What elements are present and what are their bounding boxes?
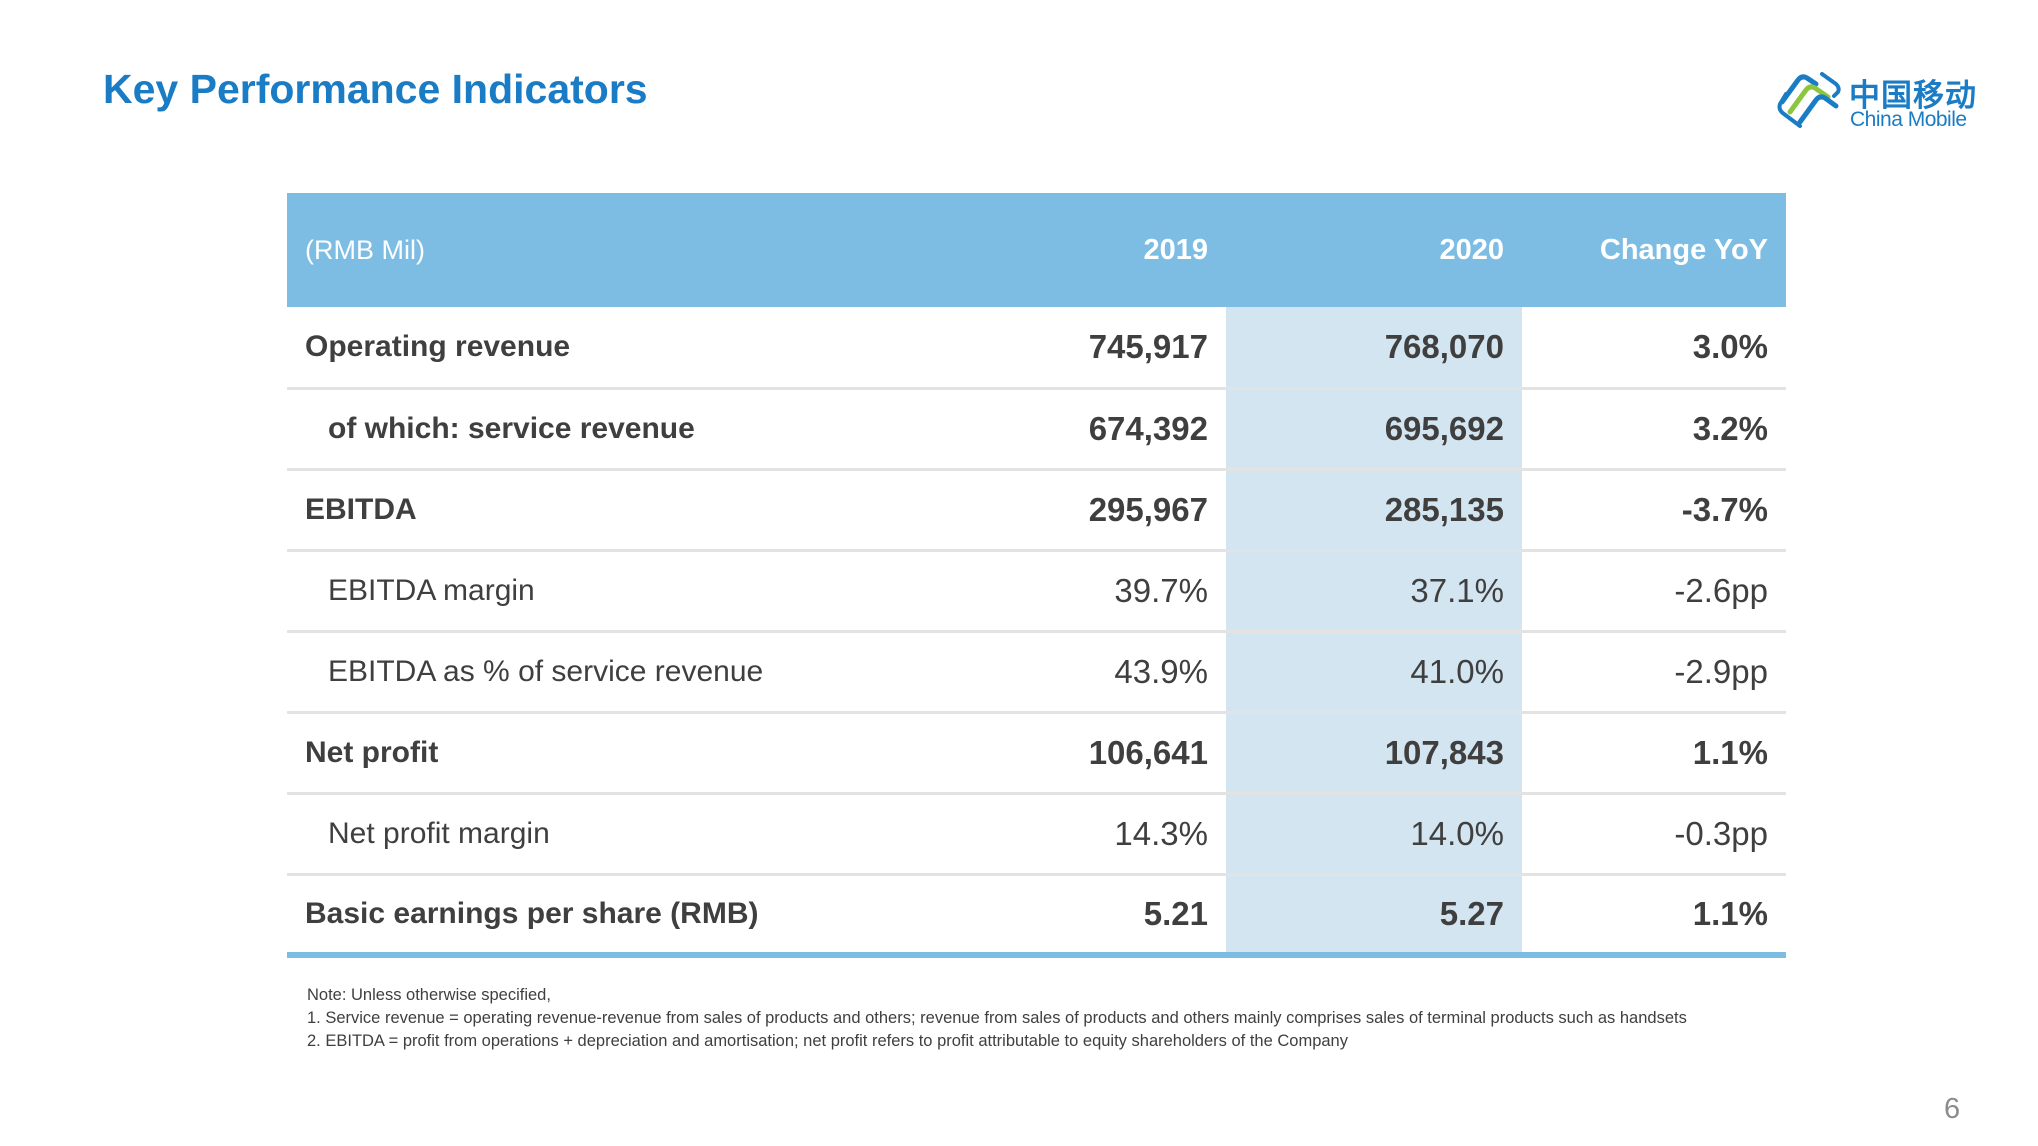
header-change-yoy: Change YoY xyxy=(1522,193,1786,307)
value-2020: 285,135 xyxy=(1226,469,1522,552)
value-2020: 5.27 xyxy=(1226,874,1522,958)
logo-english-name: China Mobile xyxy=(1850,108,1967,131)
page-title: Key Performance Indicators xyxy=(103,66,648,112)
header-2020: 2020 xyxy=(1226,193,1522,307)
value-2020: 695,692 xyxy=(1226,388,1522,471)
note-line: 2. EBITDA = profit from operations + dep… xyxy=(307,1032,1348,1050)
value-2019: 39.7% xyxy=(929,550,1226,633)
value-change: -2.9pp xyxy=(1522,631,1786,714)
table-row: Net profit 106,641 107,843 1.1% xyxy=(287,712,1786,795)
note-line: 1. Service revenue = operating revenue-r… xyxy=(307,1009,1687,1027)
table-row: EBITDA as % of service revenue 43.9% 41.… xyxy=(287,631,1786,714)
note-line: Note: Unless otherwise specified, xyxy=(307,986,551,1004)
table-row: Basic earnings per share (RMB) 5.21 5.27… xyxy=(287,874,1786,958)
value-2019: 745,917 xyxy=(929,307,1226,390)
value-2020: 107,843 xyxy=(1226,712,1522,795)
value-2019: 106,641 xyxy=(929,712,1226,795)
header-2019: 2019 xyxy=(929,193,1226,307)
value-change: 3.2% xyxy=(1522,388,1786,471)
header-unit: (RMB Mil) xyxy=(287,193,929,307)
row-label: EBITDA margin xyxy=(287,550,929,633)
table-row: EBITDA 295,967 285,135 -3.7% xyxy=(287,469,1786,552)
value-2020: 14.0% xyxy=(1226,793,1522,876)
table-row: Operating revenue 745,917 768,070 3.0% xyxy=(287,307,1786,390)
table-row: Net profit margin 14.3% 14.0% -0.3pp xyxy=(287,793,1786,876)
row-label: Operating revenue xyxy=(287,307,929,390)
value-2019: 295,967 xyxy=(929,469,1226,552)
row-label: of which: service revenue xyxy=(287,388,929,471)
value-2019: 14.3% xyxy=(929,793,1226,876)
footnotes: Note: Unless otherwise specified, 1. Ser… xyxy=(307,984,1687,1053)
table-row: of which: service revenue 674,392 695,69… xyxy=(287,388,1786,471)
company-logo: 中国移动 China Mobile xyxy=(1776,66,1988,136)
table-header-row: (RMB Mil) 2019 2020 Change YoY xyxy=(287,193,1786,307)
kpi-table: (RMB Mil) 2019 2020 Change YoY Operating… xyxy=(287,193,1786,958)
value-2020: 41.0% xyxy=(1226,631,1522,714)
row-label: EBITDA as % of service revenue xyxy=(287,631,929,714)
row-label: Net profit xyxy=(287,712,929,795)
page-number: 6 xyxy=(1944,1093,1961,1125)
value-change: -2.6pp xyxy=(1522,550,1786,633)
row-label: EBITDA xyxy=(287,469,929,552)
row-label: Basic earnings per share (RMB) xyxy=(287,874,929,958)
value-2019: 674,392 xyxy=(929,388,1226,471)
value-2019: 5.21 xyxy=(929,874,1226,958)
china-mobile-logo-icon xyxy=(1777,72,1841,128)
logo-chinese-name: 中国移动 xyxy=(1849,78,1977,113)
value-change: 1.1% xyxy=(1522,874,1786,958)
value-2019: 43.9% xyxy=(929,631,1226,714)
table-row: EBITDA margin 39.7% 37.1% -2.6pp xyxy=(287,550,1786,633)
value-2020: 768,070 xyxy=(1226,307,1522,390)
row-label: Net profit margin xyxy=(287,793,929,876)
value-change: -3.7% xyxy=(1522,469,1786,552)
value-change: 3.0% xyxy=(1522,307,1786,390)
value-2020: 37.1% xyxy=(1226,550,1522,633)
value-change: -0.3pp xyxy=(1522,793,1786,876)
value-change: 1.1% xyxy=(1522,712,1786,795)
